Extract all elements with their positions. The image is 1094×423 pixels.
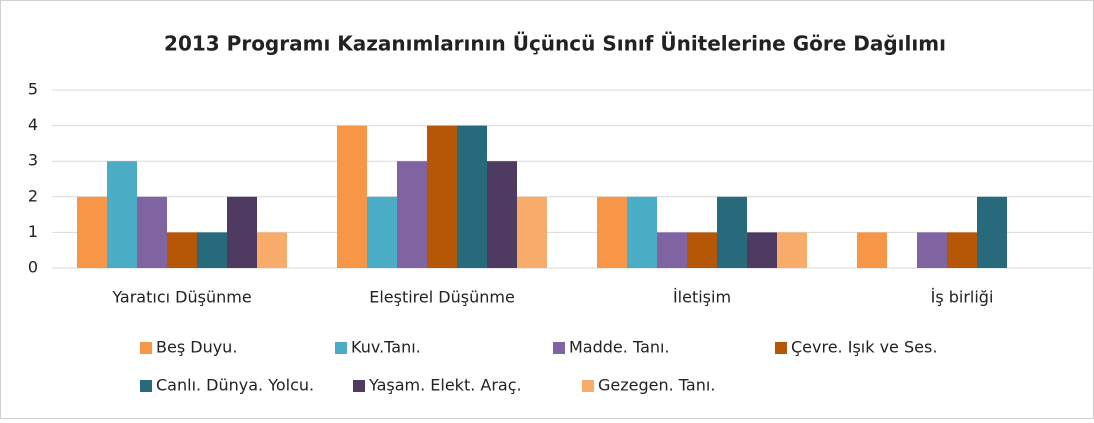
bar [597,196,627,268]
bar [977,196,1007,268]
legend-swatch [353,380,365,392]
bar [197,232,227,268]
legend-swatch [335,342,347,354]
bar [457,125,487,268]
bar [717,196,747,268]
legend-label: Madde. Tanı. [569,338,670,357]
bar [777,232,807,268]
bar [227,196,257,268]
legend-swatch [553,342,565,354]
y-tick-label: 2 [28,186,38,205]
y-tick-label: 4 [28,115,38,134]
bar [917,232,947,268]
bar [397,161,427,268]
bar [367,196,397,268]
y-tick-label: 0 [28,258,38,277]
legend-label: Gezegen. Tanı. [598,376,715,395]
bar [687,232,717,268]
y-tick-label: 1 [28,222,38,241]
bar [107,161,137,268]
bar [657,232,687,268]
y-tick-label: 5 [28,80,38,99]
bar [137,196,167,268]
bar [427,125,457,268]
legend-label: Canlı. Dünya. Yolcu. [156,376,314,395]
bar [947,232,977,268]
x-tick-label: Eleştirel Düşünme [369,288,515,307]
chart-title: 2013 Programı Kazanımlarının Üçüncü Sını… [164,32,946,56]
bar [337,125,367,268]
bar [257,232,287,268]
bar [857,232,887,268]
legend-swatch [140,342,152,354]
legend-label: Beş Duyu. [156,338,237,357]
legend-label: Yaşam. Elekt. Araç. [368,376,522,395]
x-tick-label: İletişim [673,288,731,307]
y-tick-label: 3 [28,151,38,170]
bar [517,196,547,268]
legend-label: Çevre. Işık ve Ses. [791,338,937,357]
bar [77,196,107,268]
bar [167,232,197,268]
bar [487,161,517,268]
legend-swatch [582,380,594,392]
legend-swatch [140,380,152,392]
x-tick-label: İş birliği [931,288,994,307]
x-tick-label: Yaratıcı Düşünme [111,288,251,307]
legend-swatch [775,342,787,354]
legend-label: Kuv.Tanı. [351,338,421,357]
bar [627,196,657,268]
bar [747,232,777,268]
